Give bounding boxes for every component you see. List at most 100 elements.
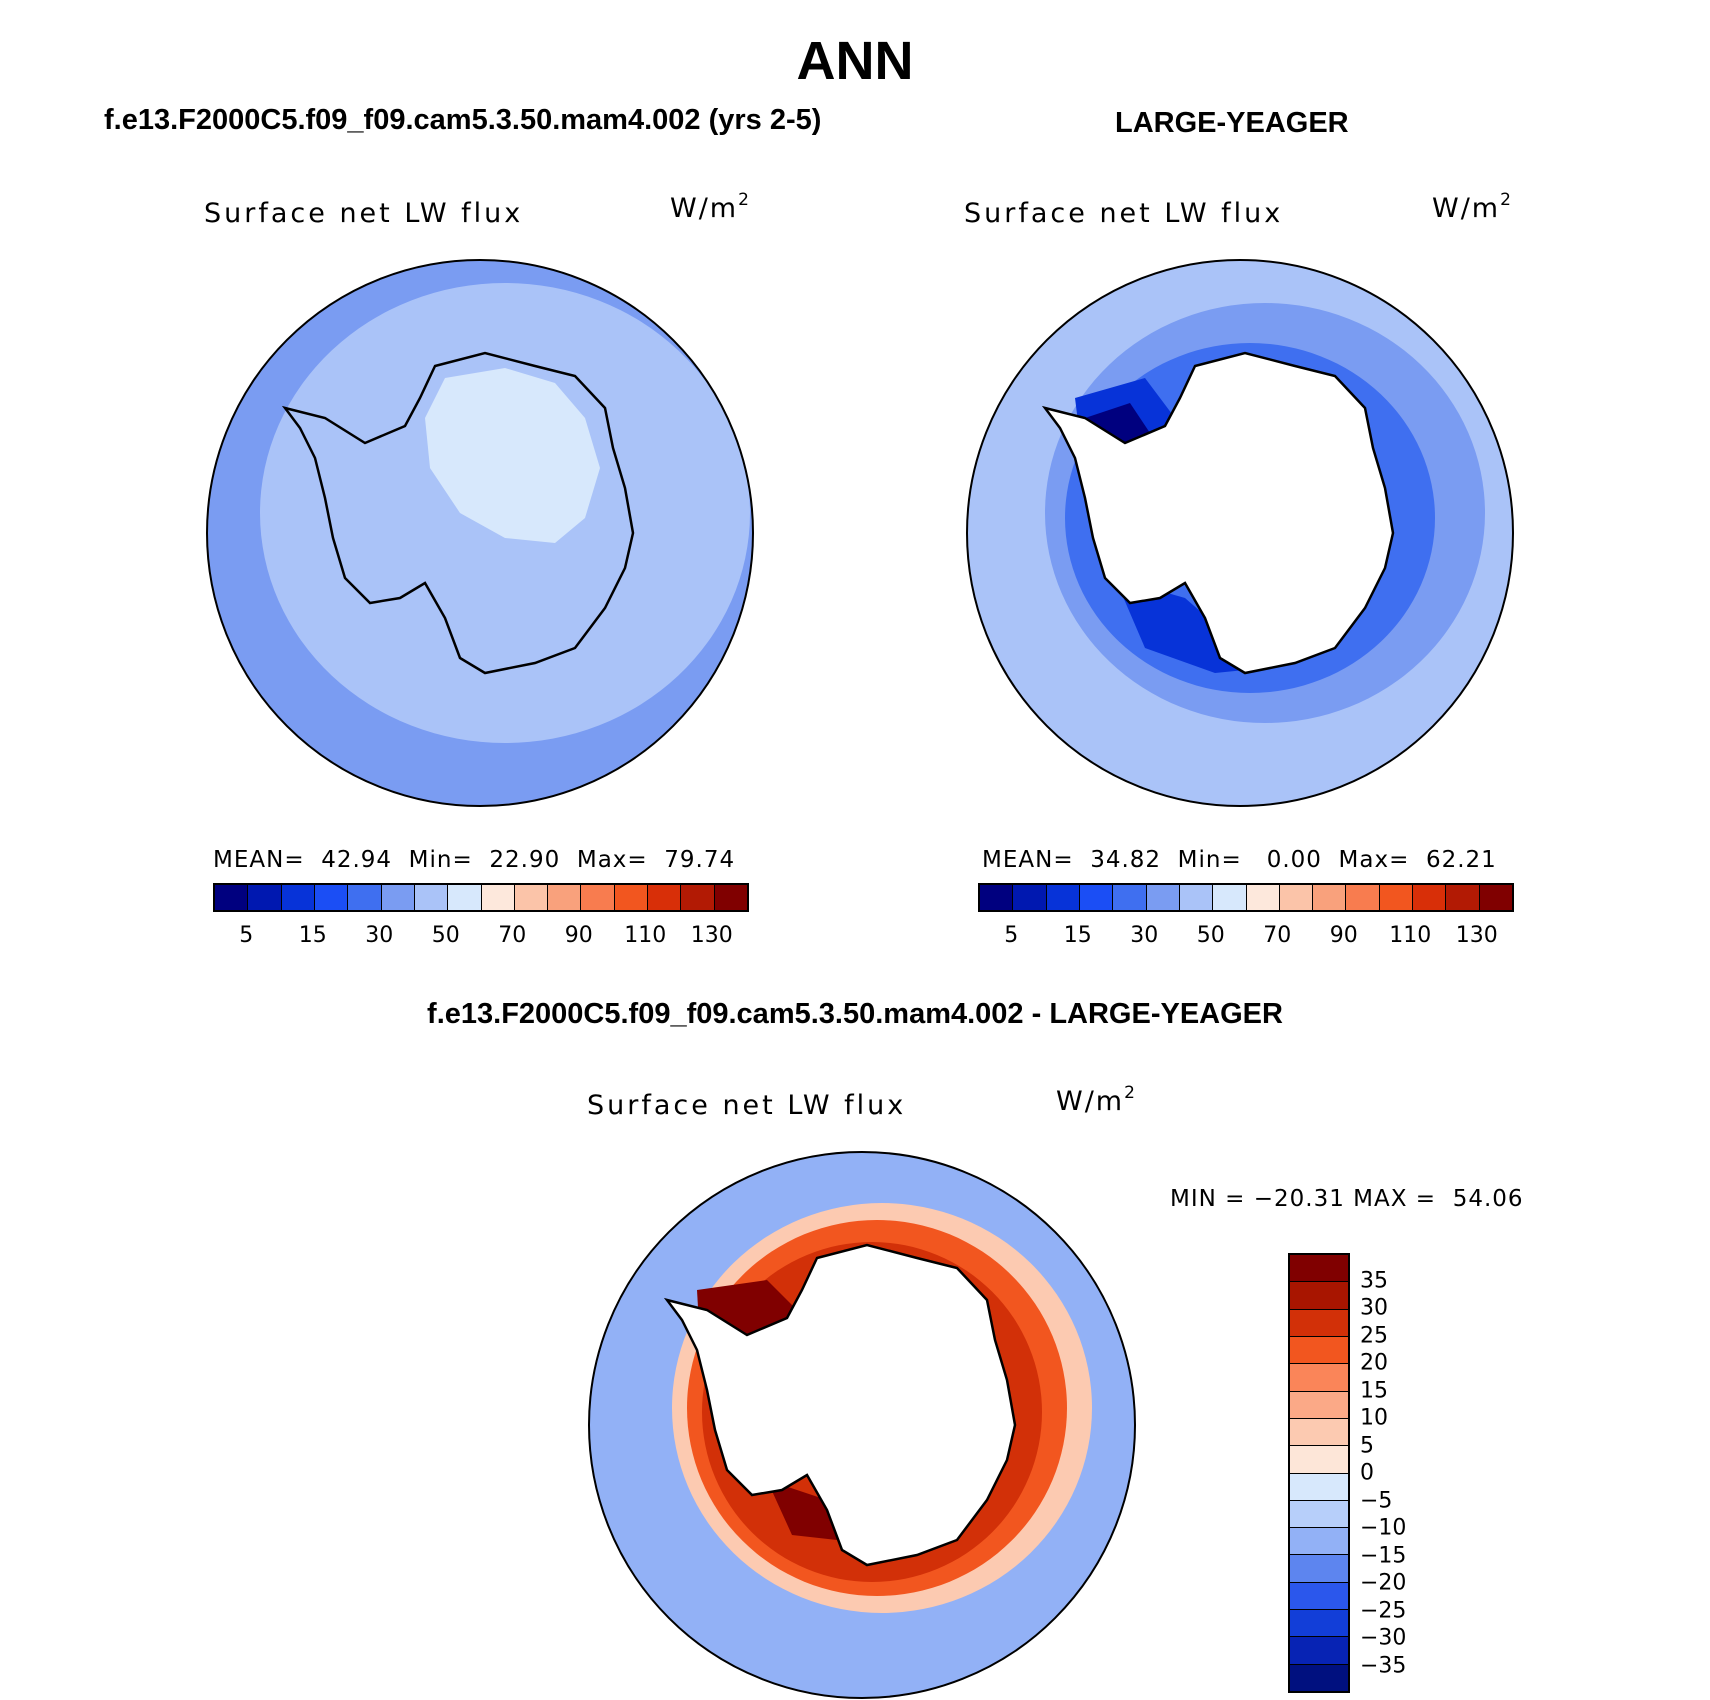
colorbar-box <box>1290 1418 1348 1447</box>
right-units: W/m2 <box>1432 190 1511 224</box>
colorbar-box <box>1290 1336 1348 1365</box>
colorbar-box <box>1446 885 1480 910</box>
colorbar-box <box>1290 1255 1348 1283</box>
colorbar-tick-label: −30 <box>1360 1625 1407 1651</box>
colorbar-box <box>1246 885 1280 910</box>
colorbar-box <box>1290 1500 1348 1529</box>
colorbar-box <box>1290 1610 1348 1638</box>
left-colorbar <box>213 883 749 912</box>
diff-land-mask <box>667 1245 1015 1565</box>
colorbar-tick-label: 0 <box>1360 1460 1374 1486</box>
colorbar-tick-label: 70 <box>1263 923 1292 948</box>
colorbar-box <box>1113 885 1147 910</box>
colorbar-box <box>1346 885 1380 910</box>
colorbar-box <box>614 885 649 910</box>
colorbar-box <box>281 885 315 910</box>
left-panel-title: f.e13.F2000C5.f09_f09.cam5.3.50.mam4.002… <box>104 104 822 136</box>
colorbar-tick-label: 5 <box>239 923 254 948</box>
left-inner-light <box>425 368 600 543</box>
colorbar-box <box>514 885 549 910</box>
colorbar-box <box>648 885 682 910</box>
colorbar-box <box>1290 1473 1348 1501</box>
colorbar-box <box>1413 885 1447 910</box>
colorbar-box <box>481 885 515 910</box>
colorbar-tick-label: 5 <box>1360 1433 1374 1458</box>
colorbar-box <box>581 885 615 910</box>
colorbar-box <box>714 885 747 910</box>
diff-colorbar <box>1288 1253 1350 1693</box>
colorbar-tick-label: −10 <box>1360 1515 1407 1541</box>
right-stats: MEAN= 34.82 Min= 0.00 Max= 62.21 <box>982 847 1497 873</box>
left-plot-label: Surface net LW flux <box>204 198 524 229</box>
right-land-mask <box>1045 353 1393 673</box>
colorbar-tick-label: 30 <box>1360 1295 1388 1321</box>
colorbar-tick-label: 30 <box>365 923 394 948</box>
colorbar-box <box>1013 885 1047 910</box>
colorbar-tick-label: 20 <box>1360 1350 1388 1376</box>
colorbar-tick-label: −25 <box>1360 1598 1407 1623</box>
colorbar-tick-label: 110 <box>1389 923 1432 948</box>
left-units: W/m2 <box>670 190 749 224</box>
colorbar-tick-label: 15 <box>1063 923 1092 948</box>
diff-units: W/m2 <box>1056 1083 1135 1117</box>
colorbar-tick-label: 50 <box>431 923 460 948</box>
colorbar-box <box>248 885 282 910</box>
diff-max-region-2 <box>767 1480 837 1540</box>
left-map <box>206 259 754 807</box>
colorbar-tick-label: 130 <box>690 923 733 948</box>
colorbar-box <box>1290 1364 1348 1392</box>
colorbar-box <box>215 885 249 910</box>
colorbar-box <box>1146 885 1180 910</box>
right-panel-title: LARGE-YEAGER <box>1115 107 1349 139</box>
right-map <box>966 259 1514 807</box>
diff-coastline <box>663 1243 1017 1567</box>
colorbar-tick-label: 5 <box>1004 923 1019 948</box>
colorbar-tick-label: 15 <box>298 923 327 948</box>
colorbar-tick-label: −20 <box>1360 1570 1407 1596</box>
colorbar-box <box>381 885 415 910</box>
colorbar-box <box>1290 1582 1348 1611</box>
left-coastline <box>281 351 635 675</box>
colorbar-box <box>1290 1391 1348 1419</box>
colorbar-box <box>448 885 482 910</box>
colorbar-tick-label: 90 <box>564 923 593 948</box>
colorbar-box <box>1179 885 1214 910</box>
colorbar-box <box>1213 885 1247 910</box>
colorbar-box <box>1046 885 1080 910</box>
colorbar-box <box>1479 885 1512 910</box>
right-plot-label: Surface net LW flux <box>964 198 1284 229</box>
colorbar-box <box>1290 1555 1348 1583</box>
colorbar-box <box>681 885 715 910</box>
colorbar-box <box>1290 1528 1348 1556</box>
colorbar-tick-label: −15 <box>1360 1543 1407 1568</box>
diff-stats: MIN = −20.31 MAX = 54.06 <box>1170 1186 1524 1212</box>
colorbar-box <box>1290 1637 1348 1665</box>
right-coastline <box>1041 351 1395 675</box>
colorbar-box <box>1290 1282 1348 1310</box>
colorbar-box <box>1379 885 1414 910</box>
colorbar-box <box>1313 885 1347 910</box>
colorbar-tick-label: 130 <box>1455 923 1498 948</box>
colorbar-box <box>1279 885 1314 910</box>
colorbar-box <box>1290 1309 1348 1337</box>
colorbar-tick-label: 70 <box>498 923 527 948</box>
colorbar-tick-label: 30 <box>1130 923 1159 948</box>
colorbar-box <box>1079 885 1114 910</box>
colorbar-tick-label: 90 <box>1329 923 1358 948</box>
figure-title: ANN <box>796 31 914 91</box>
colorbar-tick-label: 10 <box>1360 1405 1388 1431</box>
colorbar-tick-label: 35 <box>1360 1268 1388 1293</box>
colorbar-box <box>414 885 449 910</box>
right-colorbar <box>978 883 1514 912</box>
colorbar-box <box>348 885 382 910</box>
colorbar-box <box>1290 1446 1348 1474</box>
diff-panel-title: f.e13.F2000C5.f09_f09.cam5.3.50.mam4.002… <box>427 998 1283 1030</box>
diff-map <box>588 1151 1136 1699</box>
colorbar-tick-label: 50 <box>1196 923 1225 948</box>
colorbar-tick-label: −5 <box>1360 1488 1393 1513</box>
colorbar-tick-label: 15 <box>1360 1378 1388 1403</box>
colorbar-box <box>980 885 1014 910</box>
colorbar-tick-label: −35 <box>1360 1653 1407 1678</box>
diff-plot-label: Surface net LW flux <box>587 1090 907 1121</box>
colorbar-tick-label: 25 <box>1360 1323 1388 1348</box>
